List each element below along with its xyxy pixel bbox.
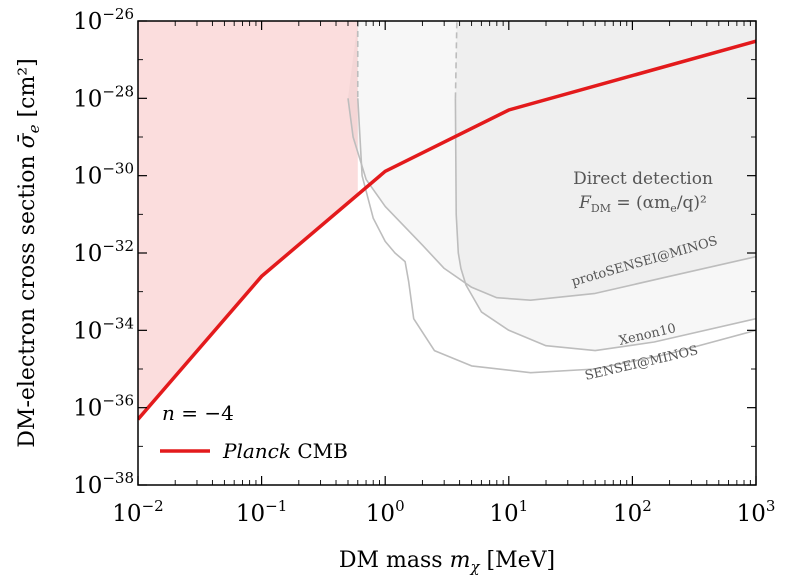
y-tick-label: 10−28 bbox=[73, 82, 134, 112]
x-tick-label: 10−1 bbox=[236, 497, 287, 527]
legend-label-planck: Planck CMB bbox=[222, 439, 348, 463]
y-tick-label: 10−36 bbox=[73, 392, 134, 422]
y-tick-label: 10−30 bbox=[73, 160, 134, 190]
direct-detection-label: Direct detection bbox=[573, 169, 713, 189]
model-label: n = −4 bbox=[162, 401, 234, 425]
form-factor-label: FDM = (αme/q)² bbox=[578, 193, 707, 215]
curve-protosensei-minos bbox=[347, 98, 756, 302]
x-tick-label: 103 bbox=[737, 497, 776, 527]
cmb-excluded-region bbox=[138, 21, 358, 420]
x-tick-label: 100 bbox=[366, 497, 405, 527]
curve-sensei-minos bbox=[357, 98, 756, 374]
axis-ticks: 10−2 10−1 100 101 102 103 10−38 10−36 10−34 10−32… bbox=[73, 5, 775, 527]
x-tick-label: 102 bbox=[613, 497, 652, 527]
y-tick-label: 10−26 bbox=[73, 5, 134, 35]
x-tick-label: 10−2 bbox=[112, 497, 163, 527]
curve-planck-cmb bbox=[138, 39, 756, 421]
dashed-boundary-1 bbox=[454, 21, 458, 99]
curve-xenon10 bbox=[454, 98, 756, 352]
x-tick-label: 101 bbox=[489, 497, 528, 527]
x-axis-title: DM mass mχ [MeV] bbox=[339, 548, 555, 576]
y-tick-label: 10−34 bbox=[73, 314, 134, 344]
y-axis-title: DM-electron cross section σ̄e [cm²] bbox=[15, 58, 43, 447]
constraint-curves bbox=[138, 21, 756, 421]
y-tick-label: 10−32 bbox=[73, 237, 134, 267]
direct-detection-region bbox=[348, 21, 756, 301]
y-tick-label: 10−38 bbox=[73, 469, 134, 499]
